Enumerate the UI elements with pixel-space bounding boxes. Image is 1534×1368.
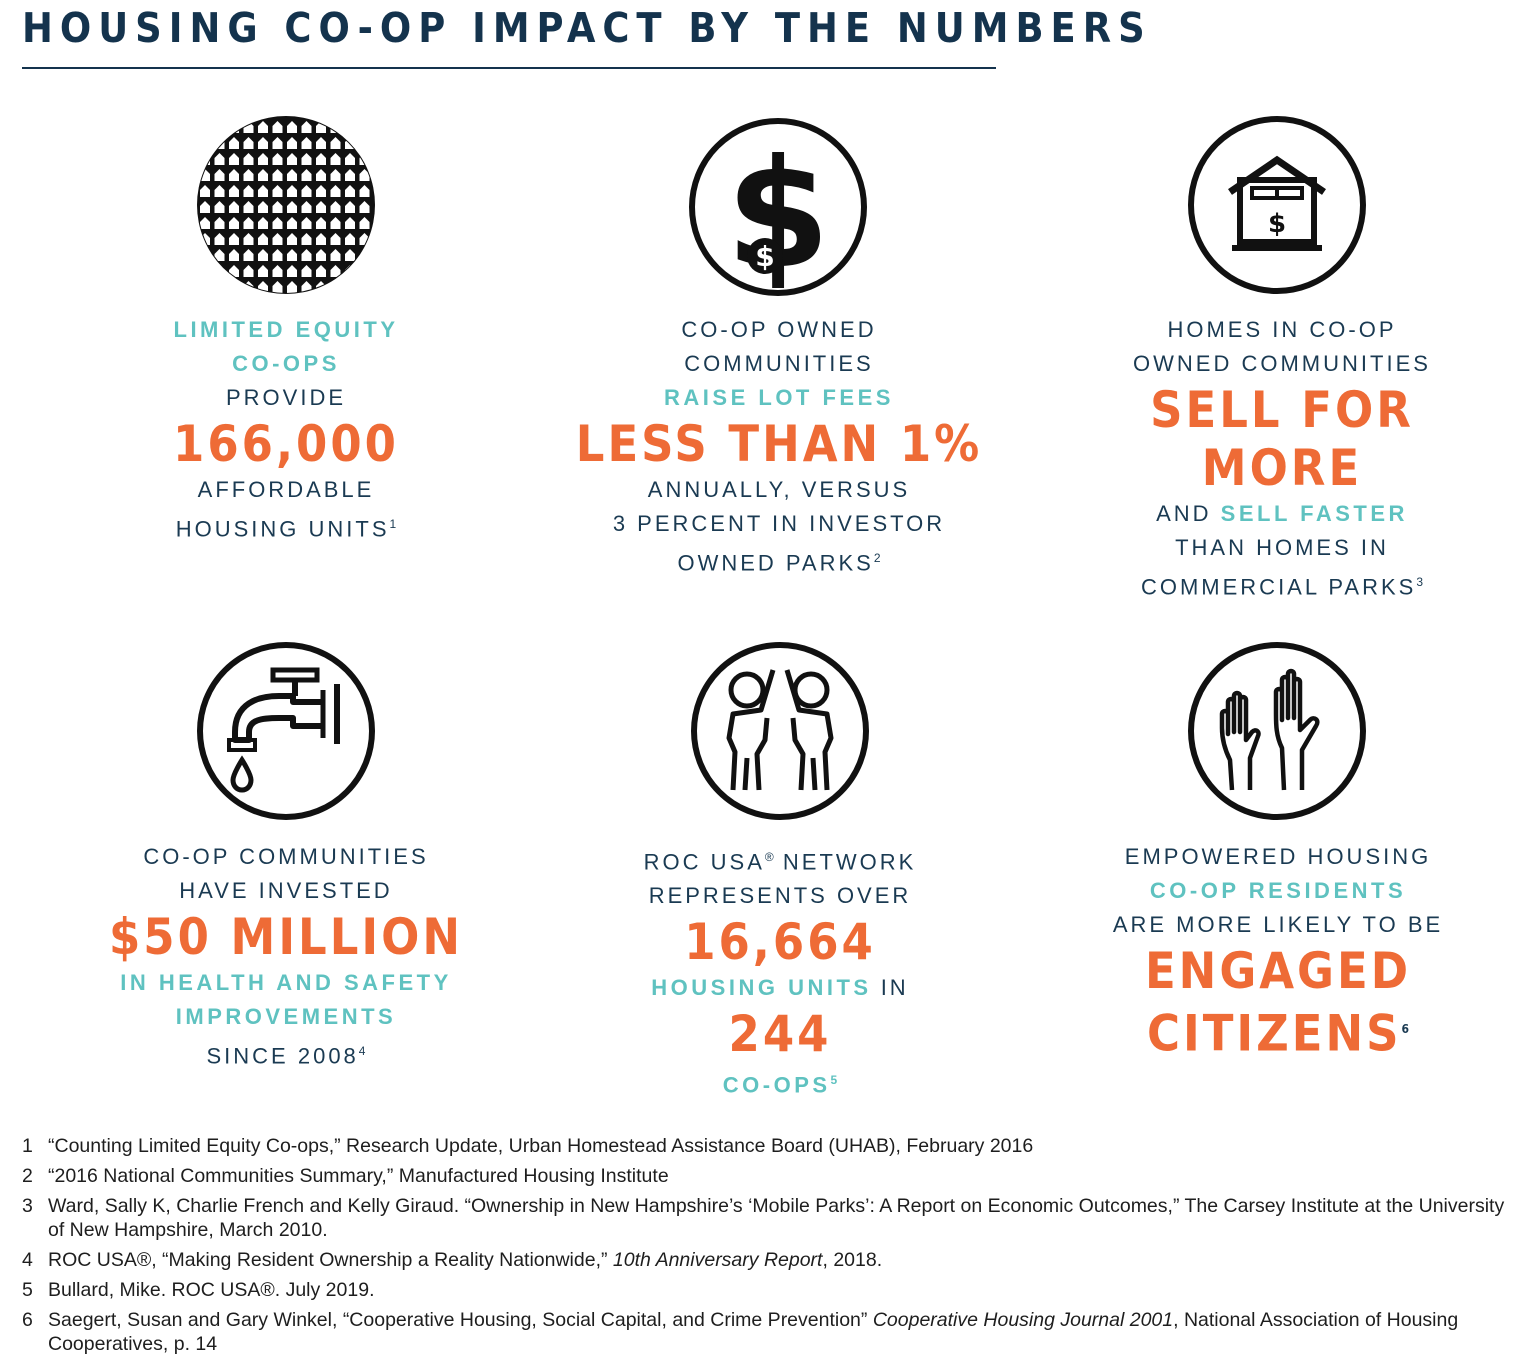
page-title: HOUSING CO-OP IMPACT BY THE NUMBERS <box>22 4 1152 52</box>
footnote-ref: 5 <box>830 1073 838 1088</box>
water-faucet-icon <box>195 640 377 822</box>
footnote: 5 Bullard, Mike. ROC USA®. July 2019. <box>22 1279 375 1301</box>
stat-tile-sell-for-more: HOMES IN CO-OP OWNED COMMUNITIES SELL FO… <box>1042 313 1522 604</box>
tile-line: RAISE LOT FEES <box>664 385 894 410</box>
footnote: 1 “Counting Limited Equity Co-ops,” Resea… <box>22 1135 1034 1157</box>
footnote-ref: 1 <box>389 517 397 531</box>
tile-line: LIMITED EQUITY <box>173 317 399 342</box>
tile-line: ANNUALLY, VERSUS <box>647 477 911 502</box>
tile-line: COMMUNITIES <box>684 351 874 376</box>
stat-tile-limited-equity: LIMITED EQUITY CO-OPS PROVIDE 166,000 AF… <box>46 313 526 546</box>
tile-line: HOUSING UNITS1 <box>175 516 397 542</box>
footnote: 6 Saegert, Susan and Gary Winkel, “Cooper… <box>22 1309 1459 1355</box>
stat-headline: CITIZENS6 <box>1146 1004 1410 1063</box>
stat-number: 244 <box>728 1005 832 1064</box>
tile-line: THAN HOMES IN <box>1175 535 1389 560</box>
house-dollar-icon: $ <box>1186 114 1368 296</box>
tile-line: AND SELL FASTER <box>1156 501 1408 526</box>
footnote-ref: 6 <box>1401 1022 1410 1036</box>
tile-line: CO-OPS5 <box>722 1072 838 1098</box>
stat-tile-invested: CO-OP COMMUNITIES HAVE INVESTED $50 MILL… <box>46 840 526 1073</box>
tile-line: HOUSING UNITS IN <box>651 975 909 1001</box>
footnotes: 1 “Counting Limited Equity Co-ops,” Resea… <box>22 1134 1522 1362</box>
stat-number: 16,664 <box>684 913 876 972</box>
tile-line: ARE MORE LIKELY TO BE <box>1112 912 1444 937</box>
people-high-five-icon <box>689 640 871 822</box>
housing-grid-icon <box>195 114 377 296</box>
stat-number: 166,000 <box>173 415 399 473</box>
footnote: 3 Ward, Sally K, Charlie French and Kelly… <box>22 1195 1505 1241</box>
tile-line: OWNED COMMUNITIES <box>1133 351 1431 376</box>
footnote: 4 ROC USA®, “Making Resident Ownership a … <box>22 1249 883 1271</box>
stat-number: $50 MILLION <box>109 908 463 966</box>
tile-line: HAVE INVESTED <box>179 878 393 903</box>
tile-line: HOMES IN CO-OP <box>1167 317 1397 342</box>
footnote-ref: 3 <box>1416 575 1424 589</box>
stat-tile-lot-fees: CO-OP OWNED COMMUNITIES RAISE LOT FEES L… <box>539 313 1019 580</box>
tile-line: ROC USA® NETWORK <box>643 849 917 875</box>
tile-line: IMPROVEMENTS <box>175 1004 397 1029</box>
tile-line: REPRESENTS OVER <box>648 883 912 909</box>
tile-line: CO-OPS <box>232 351 340 376</box>
footnote-ref: 4 <box>358 1044 366 1058</box>
tile-line: OWNED PARKS2 <box>677 550 881 576</box>
stat-tile-engaged: EMPOWERED HOUSING CO-OP RESIDENTS ARE MO… <box>1038 840 1518 1063</box>
tile-line: SINCE 20084 <box>206 1043 366 1069</box>
tile-line: COMMERCIAL PARKS3 <box>1140 574 1424 600</box>
stat-number: LESS THAN 1% <box>575 415 983 473</box>
stat-headline: MORE <box>1201 439 1363 497</box>
stat-headline: SELL FOR <box>1150 381 1414 439</box>
stat-tile-roc-network: ROC USA® NETWORK REPRESENTS OVER 16,664 … <box>540 840 1020 1103</box>
tile-line: CO-OP COMMUNITIES <box>143 844 429 869</box>
footnote-ref: 2 <box>873 551 881 565</box>
raised-hands-icon <box>1186 640 1368 822</box>
tile-line: CO-OP RESIDENTS <box>1149 878 1407 903</box>
tile-line: EMPOWERED HOUSING <box>1124 844 1432 869</box>
tile-line: PROVIDE <box>225 385 347 410</box>
tile-line: CO-OP OWNED <box>681 317 877 342</box>
tile-line: AFFORDABLE <box>197 477 375 502</box>
tile-line: 3 PERCENT IN INVESTOR <box>612 511 946 536</box>
stat-headline: ENGAGED <box>1144 942 1412 1000</box>
title-divider <box>22 67 996 69</box>
svg-text:$: $ <box>726 128 830 298</box>
svg-text:$: $ <box>755 240 774 273</box>
dollar-sign-icon: $ $ <box>687 116 869 298</box>
svg-text:$: $ <box>1268 209 1286 239</box>
tile-line: IN HEALTH AND SAFETY <box>120 970 452 995</box>
footnote: 2 “2016 National Communities Summary,” Ma… <box>22 1165 669 1187</box>
